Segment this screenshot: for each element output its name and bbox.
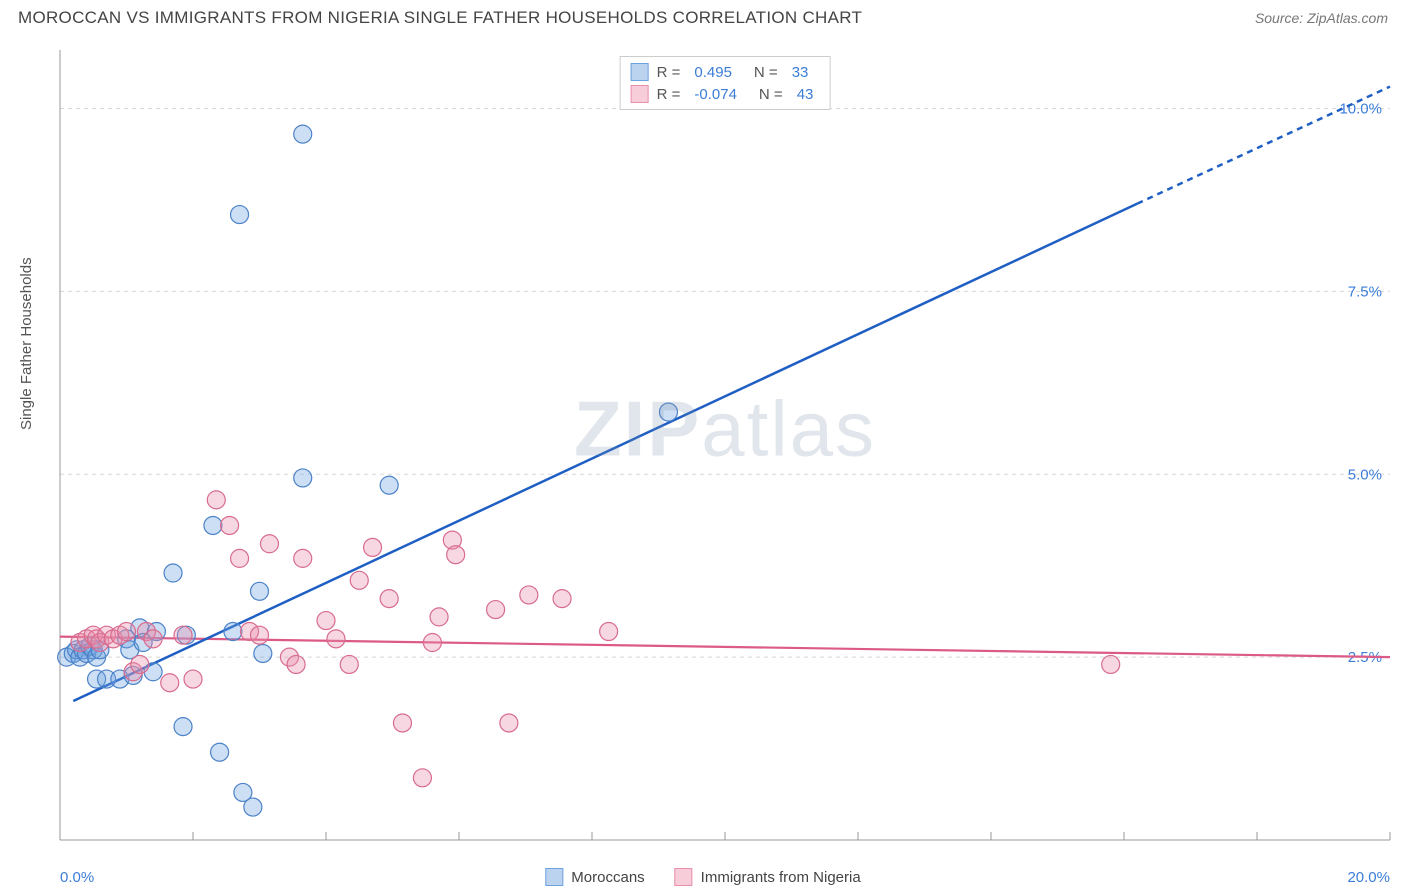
legend-label: Immigrants from Nigeria [701,869,861,886]
r-label: R = [657,86,681,103]
swatch-moroccans [631,63,649,81]
scatter-chart: 2.5%5.0%7.5%10.0% [60,50,1390,840]
n-value-moroccans: 33 [792,64,809,81]
chart-title: MOROCCAN VS IMMIGRANTS FROM NIGERIA SING… [18,8,862,28]
r-label: R = [657,64,681,81]
svg-text:7.5%: 7.5% [1348,283,1382,300]
swatch-icon [545,868,563,886]
swatch-nigeria [631,85,649,103]
series-legend: Moroccans Immigrants from Nigeria [545,868,860,886]
n-label: N = [759,86,783,103]
legend-item-nigeria: Immigrants from Nigeria [675,868,861,886]
chart-container: 2.5%5.0%7.5%10.0% ZIPatlas R = 0.495 N =… [60,50,1390,840]
correlation-legend: R = 0.495 N = 33 R = -0.074 N = 43 [620,56,831,110]
n-value-nigeria: 43 [797,86,814,103]
chart-source: Source: ZipAtlas.com [1255,10,1388,26]
svg-text:5.0%: 5.0% [1348,466,1382,483]
swatch-icon [675,868,693,886]
correlation-row-2: R = -0.074 N = 43 [631,83,820,105]
chart-header: MOROCCAN VS IMMIGRANTS FROM NIGERIA SING… [0,0,1406,34]
svg-text:10.0%: 10.0% [1339,101,1382,118]
r-value-nigeria: -0.074 [694,86,737,103]
correlation-row-1: R = 0.495 N = 33 [631,61,820,83]
x-axis-min-label: 0.0% [60,869,94,886]
x-axis-max-label: 20.0% [1347,869,1390,886]
n-label: N = [754,64,778,81]
legend-label: Moroccans [571,869,644,886]
legend-item-moroccans: Moroccans [545,868,644,886]
y-axis-label: Single Father Households [18,257,35,430]
r-value-moroccans: 0.495 [694,64,732,81]
